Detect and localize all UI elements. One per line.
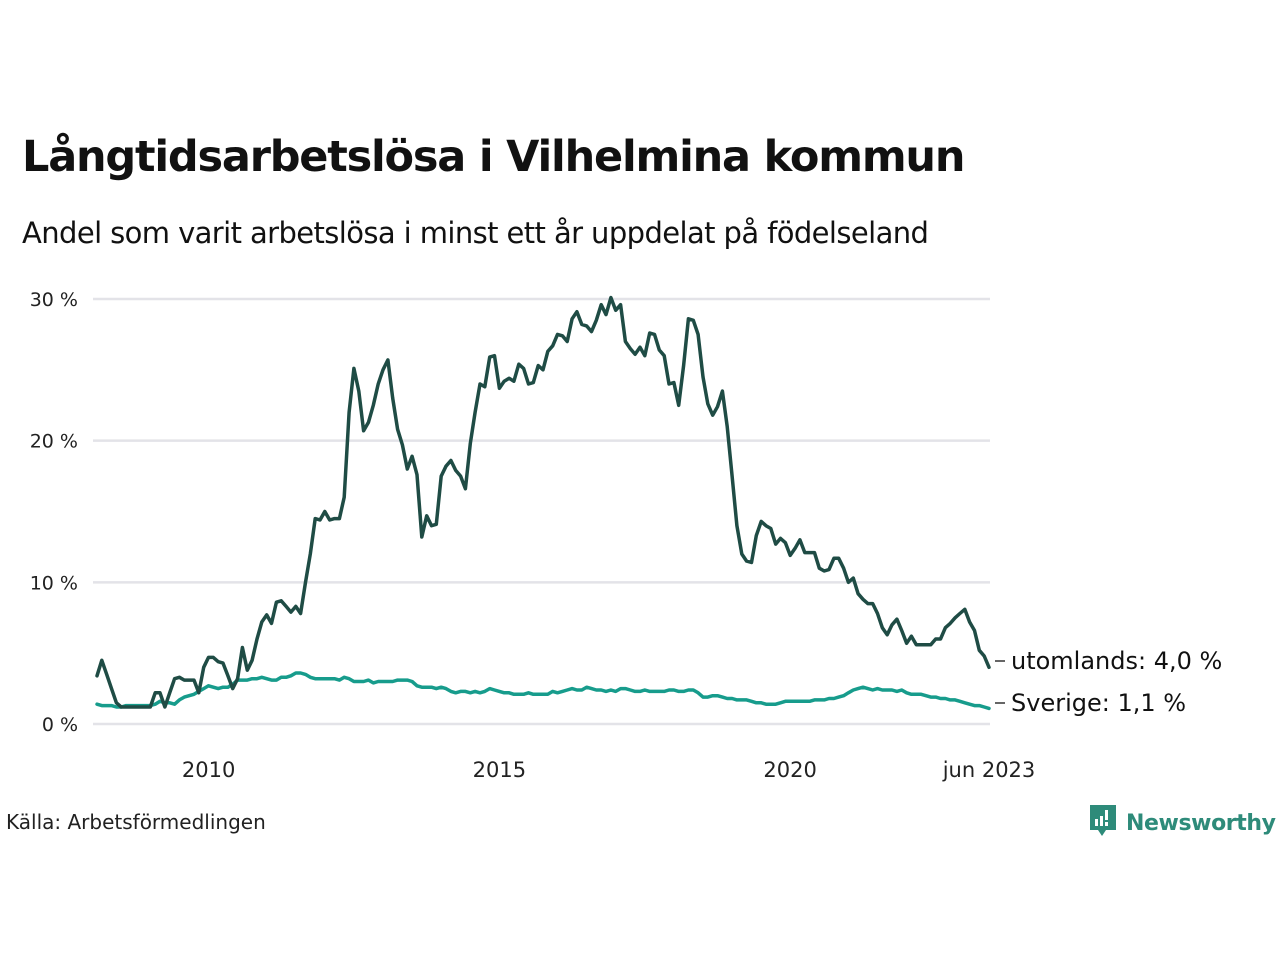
gridlines xyxy=(93,297,990,726)
x-tick-label: 2015 xyxy=(473,758,526,782)
x-tick-label: jun 2023 xyxy=(942,758,1036,782)
end-labels: utomlands: 4,0 % Sverige: 1,1 % xyxy=(995,647,1222,717)
y-tick-label: 30 % xyxy=(30,289,78,311)
x-axis: 2010 2015 2020 jun 2023 xyxy=(182,758,1035,782)
series-line-sverige xyxy=(95,671,991,711)
brand-logo: Newsworthy xyxy=(1088,803,1276,843)
series-lines xyxy=(95,295,991,711)
chart-speech-bubble-icon xyxy=(1088,803,1118,843)
source-note: Källa: Arbetsförmedlingen xyxy=(6,810,266,834)
x-tick-label: 2020 xyxy=(763,758,816,782)
series-line-utomlands xyxy=(95,295,991,709)
y-tick-label: 0 % xyxy=(42,714,78,736)
brand-name: Newsworthy xyxy=(1126,810,1276,836)
chart-subtitle: Andel som varit arbetslösa i minst ett å… xyxy=(22,216,929,250)
y-tick-label: 10 % xyxy=(30,572,78,594)
chart-title: Långtidsarbetslösa i Vilhelmina kommun xyxy=(22,132,965,182)
x-tick-label: 2010 xyxy=(182,758,235,782)
end-label-utomlands: utomlands: 4,0 % xyxy=(1011,647,1222,675)
y-axis: 0 % 10 % 20 % 30 % xyxy=(30,289,78,736)
y-tick-label: 20 % xyxy=(30,431,78,453)
end-label-sverige: Sverige: 1,1 % xyxy=(1011,689,1186,717)
